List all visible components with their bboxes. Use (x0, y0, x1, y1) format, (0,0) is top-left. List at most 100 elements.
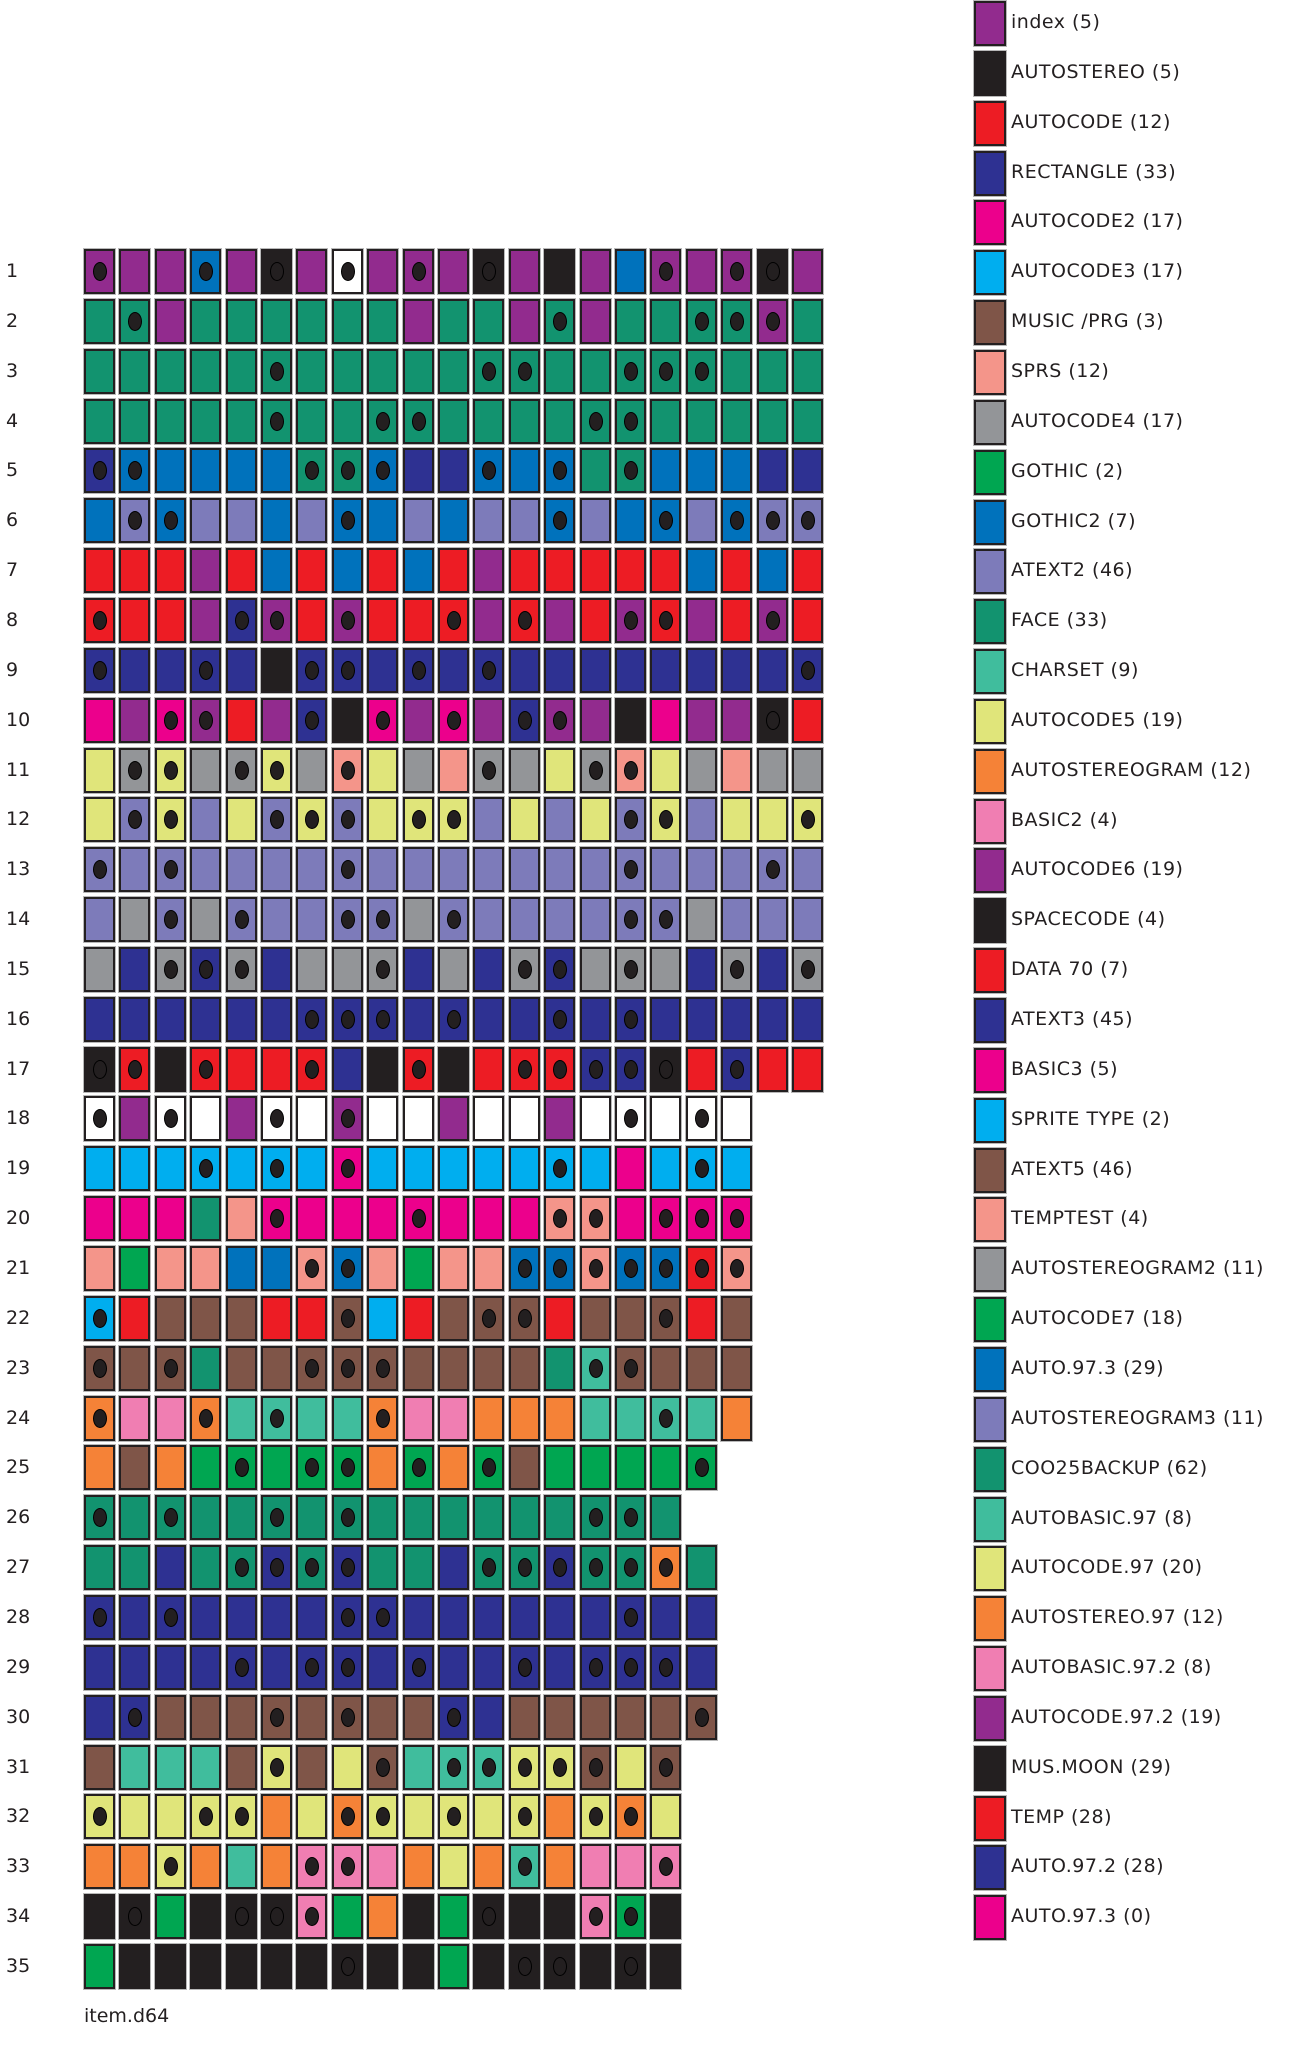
sector-cell (473, 1545, 505, 1591)
sector-cell (544, 1046, 576, 1092)
sector-cell (650, 1445, 682, 1491)
sector-marker-dot (234, 1458, 249, 1478)
sector-marker-dot (270, 1209, 284, 1229)
sector-marker-dot (588, 1807, 603, 1827)
sector-cell (579, 996, 611, 1042)
sector-cell (650, 398, 682, 444)
sector-cell (579, 597, 611, 643)
sector-cell (579, 1545, 611, 1591)
sector-cell (296, 1146, 328, 1192)
sector-cell (367, 597, 399, 643)
sector-cell (579, 897, 611, 943)
sector-cell (473, 398, 505, 444)
legend-label: ATEXT5 (46) (1011, 1157, 1134, 1180)
sector-marker-dot (376, 1757, 391, 1777)
sector-cell (792, 249, 823, 294)
sector-cell (296, 1295, 328, 1341)
sector-cell (119, 1096, 151, 1142)
sector-cell (721, 548, 753, 594)
legend-swatch (974, 1795, 1006, 1841)
sector-cell (367, 1246, 399, 1291)
sector-cell (367, 747, 399, 793)
sector-cell (473, 249, 505, 294)
sector-cell (473, 647, 505, 693)
sector-marker-dot (482, 461, 497, 481)
sector-cell (190, 1594, 222, 1640)
sector-cell (190, 348, 222, 394)
sector-cell (261, 1445, 292, 1491)
sector-cell (154, 797, 186, 843)
sector-cell (367, 1345, 399, 1391)
sector-cell (402, 448, 434, 494)
track-label: 10 (6, 708, 31, 731)
sector-cell (84, 1644, 115, 1690)
sector-cell (296, 1894, 328, 1940)
sector-marker-dot (482, 760, 497, 780)
sector-cell (190, 1196, 222, 1242)
sector-marker-dot (270, 262, 284, 281)
sector-cell (685, 298, 717, 344)
sector-marker-dot (234, 959, 249, 979)
sector-cell (367, 398, 399, 444)
sector-marker-dot (376, 461, 391, 481)
sector-cell (685, 946, 717, 992)
legend-label: AUTOCODE2 (17) (1011, 210, 1184, 233)
sector-cell (225, 747, 257, 793)
sector-marker-dot (376, 1607, 391, 1627)
legend-label: AUTOSTEREO (5) (1011, 60, 1181, 83)
sector-marker-dot (624, 860, 638, 880)
sector-cell (190, 747, 222, 793)
sector-cell (685, 647, 717, 693)
sector-cell (650, 448, 682, 494)
sector-cell (685, 548, 717, 594)
sector-cell (579, 1196, 611, 1242)
sector-marker-dot (730, 511, 745, 531)
sector-cell (615, 298, 646, 344)
sector-marker-dot (234, 1657, 249, 1677)
sector-cell (331, 1794, 363, 1840)
sector-marker-dot (624, 760, 638, 780)
sector-cell (367, 1694, 399, 1740)
sector-marker-dot (163, 1508, 178, 1528)
sector-cell (721, 697, 753, 743)
sector-cell (473, 597, 505, 643)
legend-swatch (974, 100, 1006, 146)
sector-marker-dot (447, 710, 461, 730)
sector-marker-dot (447, 1807, 461, 1827)
legend-label: AUTOSTEREOGRAM3 (11) (1011, 1406, 1264, 1429)
legend-label: BASIC3 (5) (1011, 1057, 1119, 1080)
legend-swatch (974, 349, 1006, 395)
sector-cell (261, 647, 292, 693)
sector-cell (615, 1196, 646, 1242)
sector-marker-dot (270, 1159, 284, 1179)
sector-cell (544, 1096, 576, 1142)
sector-cell (756, 797, 788, 843)
sector-cell (615, 1894, 646, 1940)
sector-cell (402, 1844, 434, 1890)
sector-cell (331, 1844, 363, 1890)
sector-marker-dot (340, 262, 355, 281)
legend-label: AUTOBASIC.97 (8) (1011, 1506, 1193, 1529)
sector-cell (650, 996, 682, 1042)
sector-marker-dot (659, 1209, 674, 1229)
sector-marker-dot (588, 1259, 603, 1278)
sector-marker-dot (128, 461, 143, 481)
sector-marker-dot (659, 1059, 674, 1079)
sector-cell (473, 1894, 505, 1940)
sector-cell (579, 1445, 611, 1491)
sector-cell (190, 1694, 222, 1740)
sector-cell (84, 1495, 115, 1541)
sector-cell (154, 348, 186, 394)
sector-cell (296, 1844, 328, 1890)
sector-cell (473, 1594, 505, 1640)
sector-cell (508, 548, 540, 594)
disk-filename: item.d64 (84, 2005, 170, 2027)
sector-cell (190, 1246, 222, 1291)
sector-marker-dot (340, 1956, 355, 1976)
legend-swatch (974, 1297, 1006, 1343)
track-label: 22 (6, 1306, 31, 1329)
legend-label: AUTOCODE.97 (20) (1011, 1556, 1203, 1579)
sector-cell (721, 597, 753, 643)
sector-cell (721, 647, 753, 693)
sector-marker-dot (340, 910, 355, 930)
